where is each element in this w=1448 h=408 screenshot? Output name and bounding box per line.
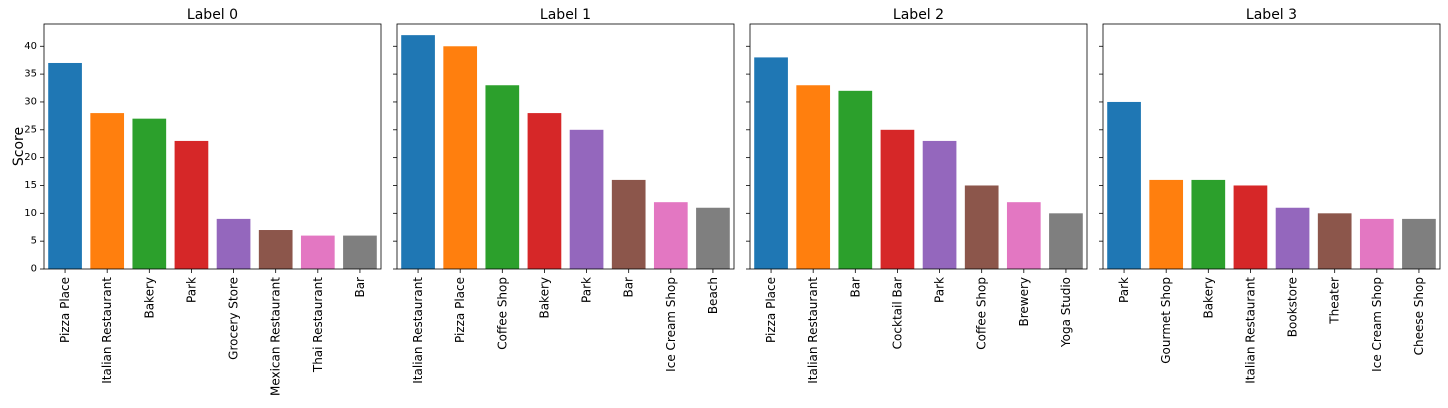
bar: [611, 179, 646, 269]
y-tick-label: 30: [24, 96, 37, 107]
x-tick-label: Park: [580, 277, 594, 303]
bar: [964, 185, 999, 269]
x-tick-label: Theater: [1328, 277, 1342, 325]
bar: [1149, 179, 1184, 269]
bar: [401, 35, 435, 269]
x-tick-label: Bakery: [142, 277, 156, 319]
x-tick-label: Coffee Shop: [975, 277, 989, 350]
chart-panel-1: Label 1 Italian Restaurant Pizza Place Coff…: [393, 7, 735, 384]
bar: [132, 118, 167, 269]
x-tick-label: Pizza Place: [453, 277, 467, 343]
x-tick-label: Thai Restaurant: [311, 277, 325, 373]
bar: [258, 230, 293, 269]
bar: [174, 140, 209, 269]
bar: [216, 218, 251, 269]
bar: [527, 113, 562, 269]
plot-frame: [396, 23, 735, 270]
bar: [90, 113, 125, 269]
x-tick-label: Yoga Studio: [1059, 277, 1073, 348]
x-tick-label: Park: [933, 277, 947, 303]
bar: [569, 129, 604, 269]
y-tick-label: 5: [31, 236, 37, 247]
x-tick-label: Bakery: [1201, 277, 1215, 319]
bar: [1049, 213, 1083, 269]
x-tick-label: Italian Restaurant: [1243, 277, 1257, 384]
panel-title: Label 1: [540, 7, 591, 23]
y-tick-label: 35: [24, 69, 37, 80]
bar: [838, 90, 873, 269]
plot-frame: [1102, 23, 1441, 270]
bar: [754, 57, 788, 269]
x-tick-label: Brewery: [1017, 277, 1031, 327]
bar: [696, 207, 730, 269]
y-tick-label: 40: [24, 41, 37, 52]
x-tick-label: Ice Cream Shop: [1370, 277, 1384, 372]
x-tick-label: Bar: [848, 277, 862, 298]
panel-title: Label 3: [1246, 7, 1297, 23]
x-tick-label: Bookstore: [1286, 277, 1300, 337]
chart-panel-3: Label 3 Park Gourmet Shop Bakery Italian Res…: [1099, 7, 1441, 384]
x-tick-label: Pizza Place: [764, 277, 778, 343]
bar: [1006, 202, 1041, 269]
y-axis-label: Score: [11, 127, 27, 166]
x-tick-label: Coffee Shop: [495, 277, 509, 350]
plot-frame: [43, 23, 382, 270]
x-tick-label: Ice Cream Shop: [664, 277, 678, 372]
x-tick-label: Beach: [706, 277, 720, 314]
bar: [1359, 218, 1394, 269]
x-tick-label: Cheese Shop: [1412, 277, 1426, 355]
x-tick-label: Gourmet Shop: [1159, 277, 1173, 364]
x-tick-label: Italian Restaurant: [100, 277, 114, 384]
panel-title: Label 0: [187, 7, 238, 23]
x-tick-label: Park: [1117, 277, 1131, 303]
bar: [1233, 185, 1268, 269]
bar: [1402, 218, 1436, 269]
bar: [48, 62, 82, 270]
plot-frame: [749, 23, 1088, 270]
x-tick-label: Bar: [622, 277, 636, 298]
y-tick-label: 25: [24, 124, 37, 135]
bar: [922, 140, 957, 269]
x-tick-label: Mexican Restaurant: [269, 277, 283, 396]
y-tick-label: 0: [31, 264, 37, 275]
panel-title: Label 2: [893, 7, 944, 23]
bar: [796, 85, 831, 269]
y-tick-label: 10: [24, 208, 37, 219]
bar: [343, 235, 377, 269]
bar: [443, 46, 478, 269]
bar: [1275, 207, 1310, 269]
x-tick-label: Italian Restaurant: [806, 277, 820, 384]
x-tick-label: Cocktail Bar: [890, 277, 904, 349]
y-tick-label: 15: [24, 180, 37, 191]
y-tick-label: 20: [24, 152, 37, 163]
x-tick-label: Italian Restaurant: [411, 277, 425, 384]
bar: [485, 85, 520, 269]
x-tick-label: Bar: [353, 277, 367, 298]
bar: [1107, 101, 1141, 269]
x-tick-label: Bakery: [537, 277, 551, 319]
bar: [880, 129, 915, 269]
chart-panel-2: Label 2 Pizza Place Italian Restaurant Bar C…: [746, 7, 1088, 384]
x-tick-label: Grocery Store: [227, 277, 241, 360]
bar: [1317, 213, 1352, 269]
x-tick-label: Park: [184, 277, 198, 303]
chart-panel-0: Label 0 Pizza Place Italian Restaurant Bake…: [24, 7, 382, 396]
x-tick-label: Pizza Place: [58, 277, 72, 343]
bar: [300, 235, 335, 269]
bar: [653, 202, 688, 269]
bar: [1191, 179, 1226, 269]
